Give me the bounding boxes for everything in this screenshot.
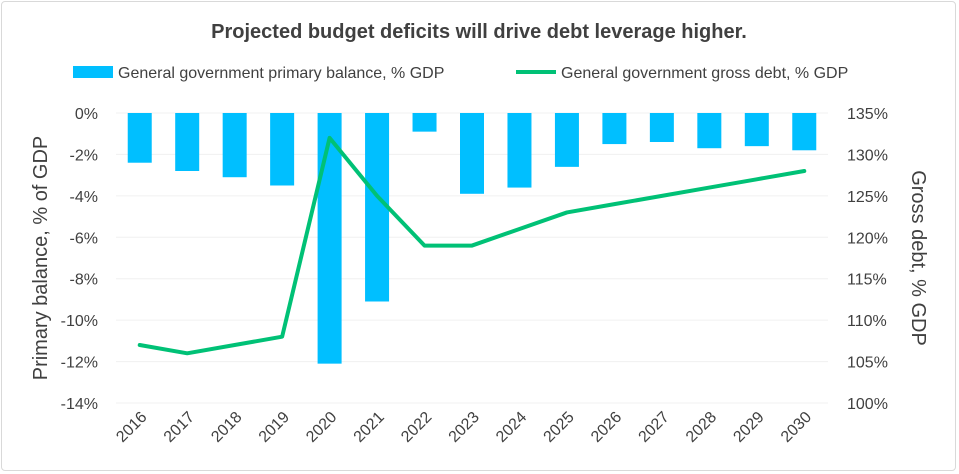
- bar-2017: [175, 113, 200, 171]
- legend-swatch-bar: [73, 66, 113, 78]
- bar-2029: [744, 113, 769, 147]
- x-tick-label: 2026: [588, 409, 625, 446]
- bar-2022: [412, 113, 437, 132]
- x-tick-label: 2027: [636, 409, 673, 446]
- y-tick-label: -6%: [70, 230, 98, 247]
- y-tick-label: 0%: [75, 106, 98, 123]
- legend: General government primary balance, % GD…: [73, 65, 848, 82]
- y2-tick-label: 130%: [847, 147, 888, 164]
- bar-2030: [792, 113, 817, 151]
- y2-tick-label: 105%: [847, 355, 888, 372]
- x-tick-label: 2021: [351, 409, 388, 446]
- x-tick-label: 2028: [683, 409, 720, 446]
- y2-tick-label: 125%: [847, 189, 888, 206]
- bar-2019: [270, 113, 295, 186]
- x-tick-label: 2020: [303, 409, 340, 446]
- bar-2026: [602, 113, 627, 145]
- y-tick-label: -12%: [61, 355, 98, 372]
- y2-tick-label: 115%: [847, 272, 887, 289]
- bar-2024: [507, 113, 532, 188]
- x-tick-label: 2022: [398, 409, 435, 446]
- bar-2021: [365, 113, 390, 302]
- x-tick-label: 2025: [541, 409, 578, 446]
- y2-tick-label: 135%: [847, 106, 888, 123]
- bar-2020: [317, 113, 342, 364]
- x-tick-label: 2023: [446, 409, 483, 446]
- y-axis-title: Primary balance, % of GDP: [30, 136, 52, 381]
- chart-title: Projected budget deficits will drive deb…: [211, 21, 747, 43]
- bar-2016: [127, 113, 152, 163]
- bar-2027: [649, 113, 674, 142]
- x-tick-label: 2024: [493, 409, 530, 446]
- bar-2025: [554, 113, 579, 167]
- y-tick-label: -4%: [70, 189, 98, 206]
- legend-label-line: General government gross debt, % GDP: [561, 65, 848, 82]
- y2-tick-label: 110%: [847, 313, 887, 330]
- x-tick-label: 2016: [113, 409, 150, 446]
- bar-2018: [222, 113, 247, 178]
- y-tick-label: -14%: [61, 396, 98, 413]
- y2-tick-label: 100%: [847, 396, 888, 413]
- y-tick-label: -2%: [70, 147, 98, 164]
- legend-label-bar: General government primary balance, % GD…: [118, 65, 444, 82]
- bar-2023: [460, 113, 484, 194]
- y-tick-label: -8%: [70, 272, 98, 289]
- x-tick-label: 2030: [778, 409, 815, 446]
- bar-2028: [697, 113, 722, 149]
- x-tick-label: 2017: [161, 409, 198, 446]
- x-tick-label: 2019: [256, 409, 293, 446]
- y2-axis-title: Gross debt, % GDP: [907, 170, 929, 346]
- x-tick-label: 2029: [730, 409, 767, 446]
- x-tick-label: 2018: [208, 409, 245, 446]
- y-tick-label: -10%: [61, 313, 98, 330]
- y2-tick-label: 120%: [847, 230, 888, 247]
